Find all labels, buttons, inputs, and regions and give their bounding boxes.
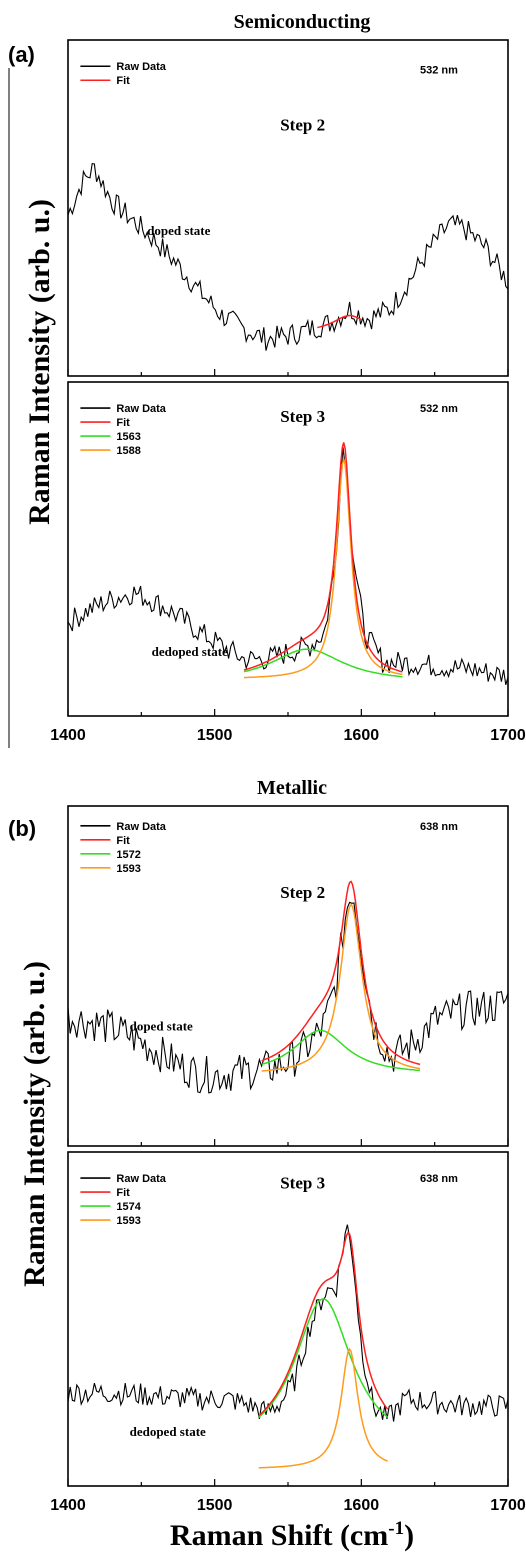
plot-frame (67, 1151, 509, 1487)
component-1588-line (243, 458, 403, 679)
state-label: dedoped state (130, 1424, 206, 1439)
wavelength-label: 638 nm (420, 821, 458, 833)
state-label: doped state (147, 223, 210, 238)
legend-entry: Raw Data (116, 61, 166, 73)
state-label: doped state (130, 1018, 193, 1033)
component-1593-line (261, 903, 421, 1072)
panel-a-step2: Raw Data Fit 532 nm doped state Step 2 (67, 39, 509, 377)
plot-frame (67, 805, 509, 1147)
legend-entry: Fit (116, 835, 130, 847)
x-axis-label-main: Raman Shift (cm (170, 1519, 388, 1552)
step-label: Step 2 (280, 116, 325, 135)
x-tick-label: 1500 (197, 727, 233, 744)
wavelength-label: 638 nm (420, 1173, 458, 1185)
plot-frame (67, 381, 509, 717)
component-1563-line (243, 648, 403, 678)
y-axis-label-a: Raman Intensity (arb. u.) (23, 199, 56, 525)
legend-entry: Raw Data (116, 821, 166, 833)
step-label: Step 2 (280, 883, 325, 902)
fit-line (317, 314, 362, 329)
plot-frame (67, 39, 509, 377)
legend-entry: 1593 (116, 1215, 140, 1227)
component-1572-line (261, 1029, 421, 1072)
x-tick-label: 1700 (490, 727, 526, 744)
legend-entry: Fit (116, 417, 130, 429)
raw-data-line (67, 447, 509, 685)
x-tick-label: 1600 (344, 727, 380, 744)
legend-entry: Fit (116, 75, 130, 87)
section-a-title: Semiconducting (234, 11, 371, 33)
fit-line (261, 880, 421, 1066)
panel-a-step3: 1400 1500 1600 1700 Raw Data Fit 1563 1588 532 n… (50, 381, 526, 744)
fit-line (243, 442, 403, 673)
wavelength-label: 532 nm (420, 65, 458, 77)
wavelength-label: 532 nm (420, 403, 458, 415)
panel-b-letter: (b) (8, 816, 36, 841)
raw-data-line (67, 1224, 509, 1422)
panel-a-letter: (a) (8, 42, 35, 67)
x-axis-label-close: ) (404, 1519, 414, 1552)
panel-b-step3: 1400 1500 1600 1700 Raw Data Fit 1574 1593 638 n… (50, 1151, 526, 1514)
x-axis-label-unit-exponent: -1 (388, 1518, 404, 1539)
x-tick-label: 1700 (490, 1497, 526, 1514)
legend-entry: 1572 (116, 849, 140, 861)
fit-line (258, 1231, 389, 1417)
component-1574-line (258, 1298, 389, 1418)
legend-entry: 1574 (116, 1201, 141, 1213)
x-tick-label: 1400 (50, 1497, 86, 1514)
raw-data-line (67, 162, 509, 351)
panel-b-step2: Raw Data Fit 1572 1593 638 nm doped state Step… (67, 805, 509, 1147)
legend-entry: 1563 (116, 431, 140, 443)
legend-entry: Raw Data (116, 1173, 166, 1185)
x-tick-label: 1500 (197, 1497, 233, 1514)
legend-entry: 1588 (116, 445, 140, 457)
x-tick-label: 1400 (50, 727, 86, 744)
step-label: Step 3 (280, 1174, 325, 1193)
section-b-title: Metallic (257, 777, 327, 799)
component-1593-line (258, 1347, 388, 1469)
x-tick-label: 1600 (344, 1497, 380, 1514)
legend-entry: Raw Data (116, 403, 166, 415)
y-axis-label-b: Raman Intensity (arb. u.) (18, 961, 51, 1287)
step-label: Step 3 (280, 407, 325, 426)
legend-entry: 1593 (116, 863, 140, 875)
x-axis-label: Raman Shift (cm-1) (170, 1518, 414, 1552)
state-label: dedoped state (152, 644, 228, 659)
legend-entry: Fit (116, 1187, 130, 1199)
